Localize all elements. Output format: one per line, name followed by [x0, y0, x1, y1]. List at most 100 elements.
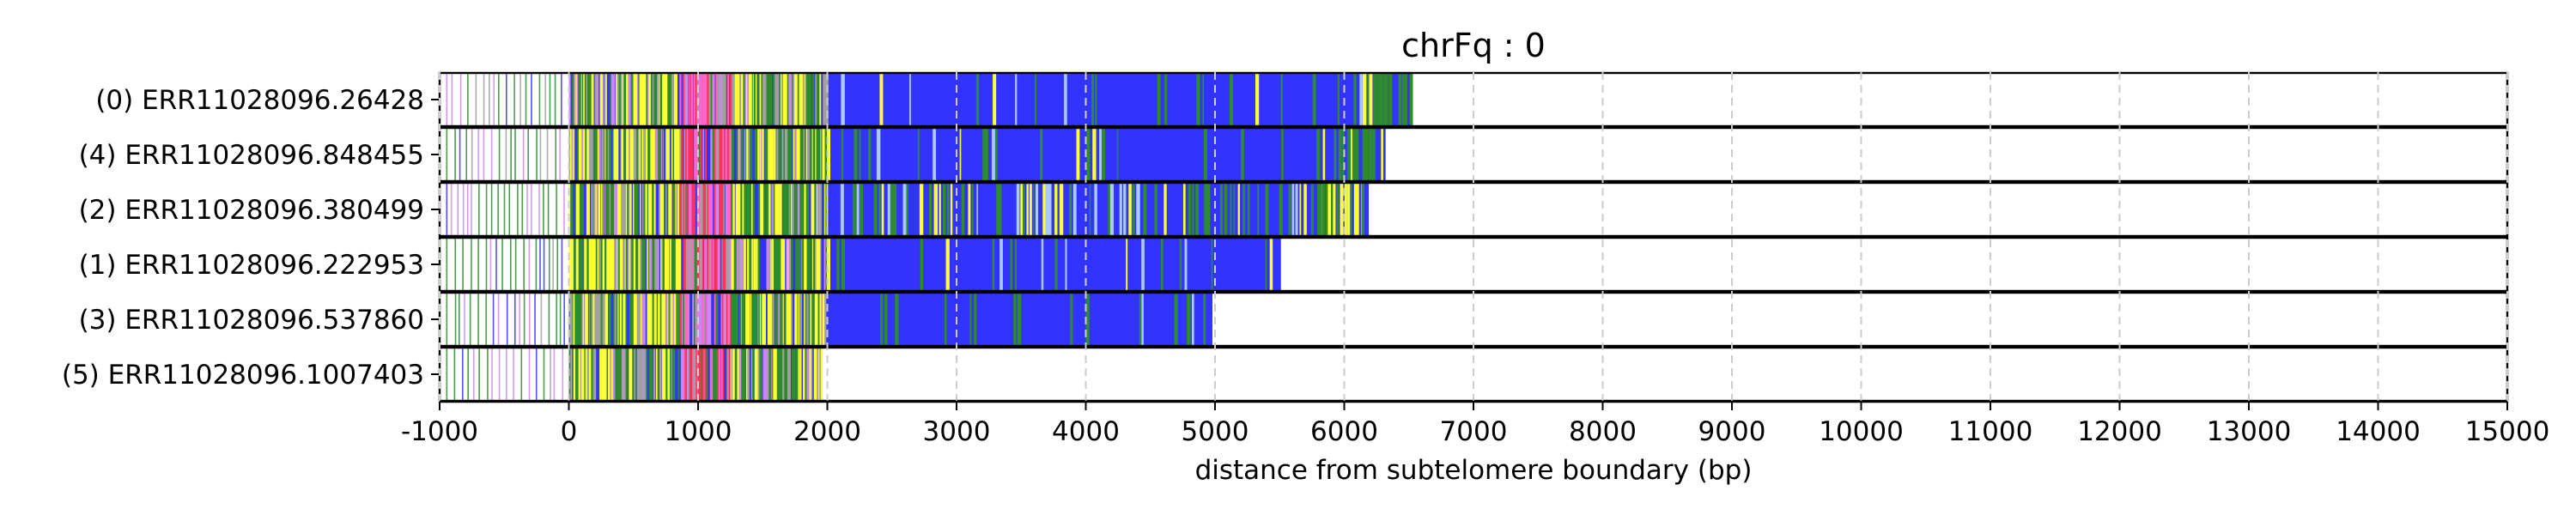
feature-mark [782, 184, 787, 235]
feature-mark [1404, 74, 1407, 125]
feature-mark [559, 129, 561, 180]
feature-mark [582, 239, 585, 290]
feature-mark [1059, 184, 1064, 235]
feature-mark [653, 239, 656, 290]
feature-mark [694, 239, 697, 290]
feature-mark [671, 239, 676, 290]
feature-mark [805, 74, 808, 125]
feature-mark [762, 294, 764, 345]
feature-mark [1229, 74, 1234, 125]
feature-mark [793, 184, 798, 235]
feature-mark [1089, 184, 1091, 235]
feature-mark [684, 129, 688, 180]
feature-mark [617, 184, 621, 235]
feature-mark [586, 348, 591, 400]
feature-mark [769, 74, 773, 125]
feature-mark [649, 74, 653, 125]
feature-mark [766, 74, 769, 125]
feature-mark [1202, 74, 1205, 125]
feature-mark [1076, 129, 1080, 180]
feature-mark [722, 129, 725, 180]
feature-mark [686, 129, 689, 180]
feature-mark [469, 294, 471, 345]
feature-mark [732, 239, 735, 290]
feature-mark [498, 348, 501, 400]
feature-mark [649, 239, 654, 290]
feature-mark [659, 348, 662, 400]
feature-mark [629, 184, 632, 235]
feature-mark [618, 294, 620, 345]
feature-mark [714, 184, 716, 235]
feature-mark [631, 294, 633, 345]
feature-mark [991, 129, 995, 180]
feature-mark [721, 74, 726, 125]
feature-mark [650, 129, 654, 180]
feature-mark [775, 348, 777, 400]
feature-mark [890, 184, 895, 235]
feature-mark [539, 239, 541, 290]
feature-mark [1321, 184, 1326, 235]
feature-mark [1409, 74, 1413, 125]
feature-mark [640, 348, 645, 400]
feature-mark [1191, 294, 1194, 345]
feature-mark [574, 74, 576, 125]
feature-mark [528, 239, 531, 290]
feature-mark [769, 184, 772, 235]
feature-mark [751, 239, 753, 290]
feature-mark [586, 74, 587, 125]
feature-mark [489, 239, 492, 290]
feature-mark [600, 294, 605, 345]
feature-mark [777, 239, 782, 290]
feature-mark [643, 74, 647, 125]
feature-mark [999, 239, 1003, 290]
feature-mark [788, 239, 790, 290]
feature-mark [820, 239, 822, 290]
feature-mark [658, 294, 659, 345]
feature-mark [501, 239, 503, 290]
feature-mark [1265, 239, 1267, 290]
feature-mark [628, 184, 630, 235]
feature-mark [561, 239, 563, 290]
feature-mark [619, 184, 623, 235]
feature-mark [769, 294, 772, 345]
feature-mark [579, 184, 584, 235]
feature-mark [745, 294, 750, 345]
feature-mark [662, 348, 666, 400]
feature-mark [794, 294, 797, 345]
feature-mark [804, 74, 809, 125]
x-tick-label: 15000 [2465, 416, 2550, 447]
feature-mark [778, 294, 781, 345]
feature-mark [782, 348, 785, 400]
feature-mark [580, 348, 582, 400]
feature-mark [641, 239, 646, 290]
feature-mark [791, 294, 793, 345]
feature-mark [720, 129, 724, 180]
feature-mark [817, 74, 820, 125]
feature-mark [648, 348, 653, 400]
feature-mark [630, 74, 635, 125]
feature-mark [559, 294, 562, 345]
feature-mark [821, 294, 823, 345]
feature-mark [1070, 294, 1073, 345]
feature-mark [615, 348, 617, 400]
feature-mark [705, 239, 708, 290]
feature-mark [591, 74, 594, 125]
feature-mark [919, 184, 924, 235]
feature-mark [691, 239, 694, 290]
feature-mark [519, 74, 521, 125]
feature-mark [471, 129, 473, 180]
feature-mark [519, 294, 520, 345]
feature-mark [626, 74, 629, 125]
feature-mark [644, 129, 647, 180]
feature-mark [799, 294, 802, 345]
feature-mark [1355, 184, 1359, 235]
feature-mark [1095, 74, 1097, 125]
feature-mark [698, 184, 701, 235]
feature-mark [757, 129, 760, 180]
feature-mark [729, 74, 732, 125]
feature-mark [692, 294, 694, 345]
feature-mark [799, 348, 802, 400]
feature-mark [1334, 129, 1337, 180]
feature-mark [591, 184, 594, 235]
feature-mark [801, 74, 804, 125]
